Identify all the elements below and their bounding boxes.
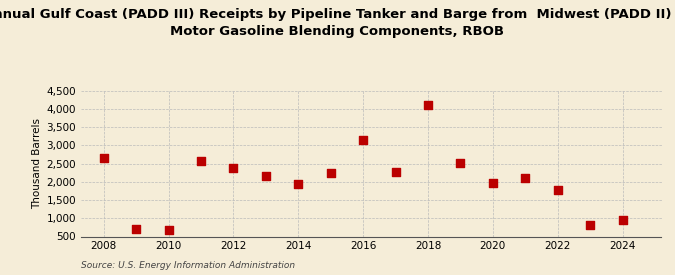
- Point: [228, 166, 239, 170]
- Y-axis label: Thousand Barrels: Thousand Barrels: [32, 118, 43, 209]
- Point: [261, 174, 271, 178]
- Point: [99, 156, 109, 160]
- Point: [520, 176, 531, 180]
- Point: [585, 223, 595, 227]
- Point: [293, 182, 304, 187]
- Point: [358, 138, 369, 142]
- Point: [552, 188, 563, 192]
- Point: [325, 171, 336, 176]
- Point: [423, 103, 433, 108]
- Point: [131, 227, 142, 231]
- Point: [487, 180, 498, 185]
- Point: [455, 160, 466, 165]
- Text: Annual Gulf Coast (PADD III) Receipts by Pipeline Tanker and Barge from  Midwest: Annual Gulf Coast (PADD III) Receipts by…: [0, 8, 675, 38]
- Point: [196, 158, 207, 163]
- Point: [390, 170, 401, 174]
- Point: [163, 228, 174, 232]
- Text: Source: U.S. Energy Information Administration: Source: U.S. Energy Information Administ…: [81, 260, 295, 270]
- Point: [617, 218, 628, 222]
